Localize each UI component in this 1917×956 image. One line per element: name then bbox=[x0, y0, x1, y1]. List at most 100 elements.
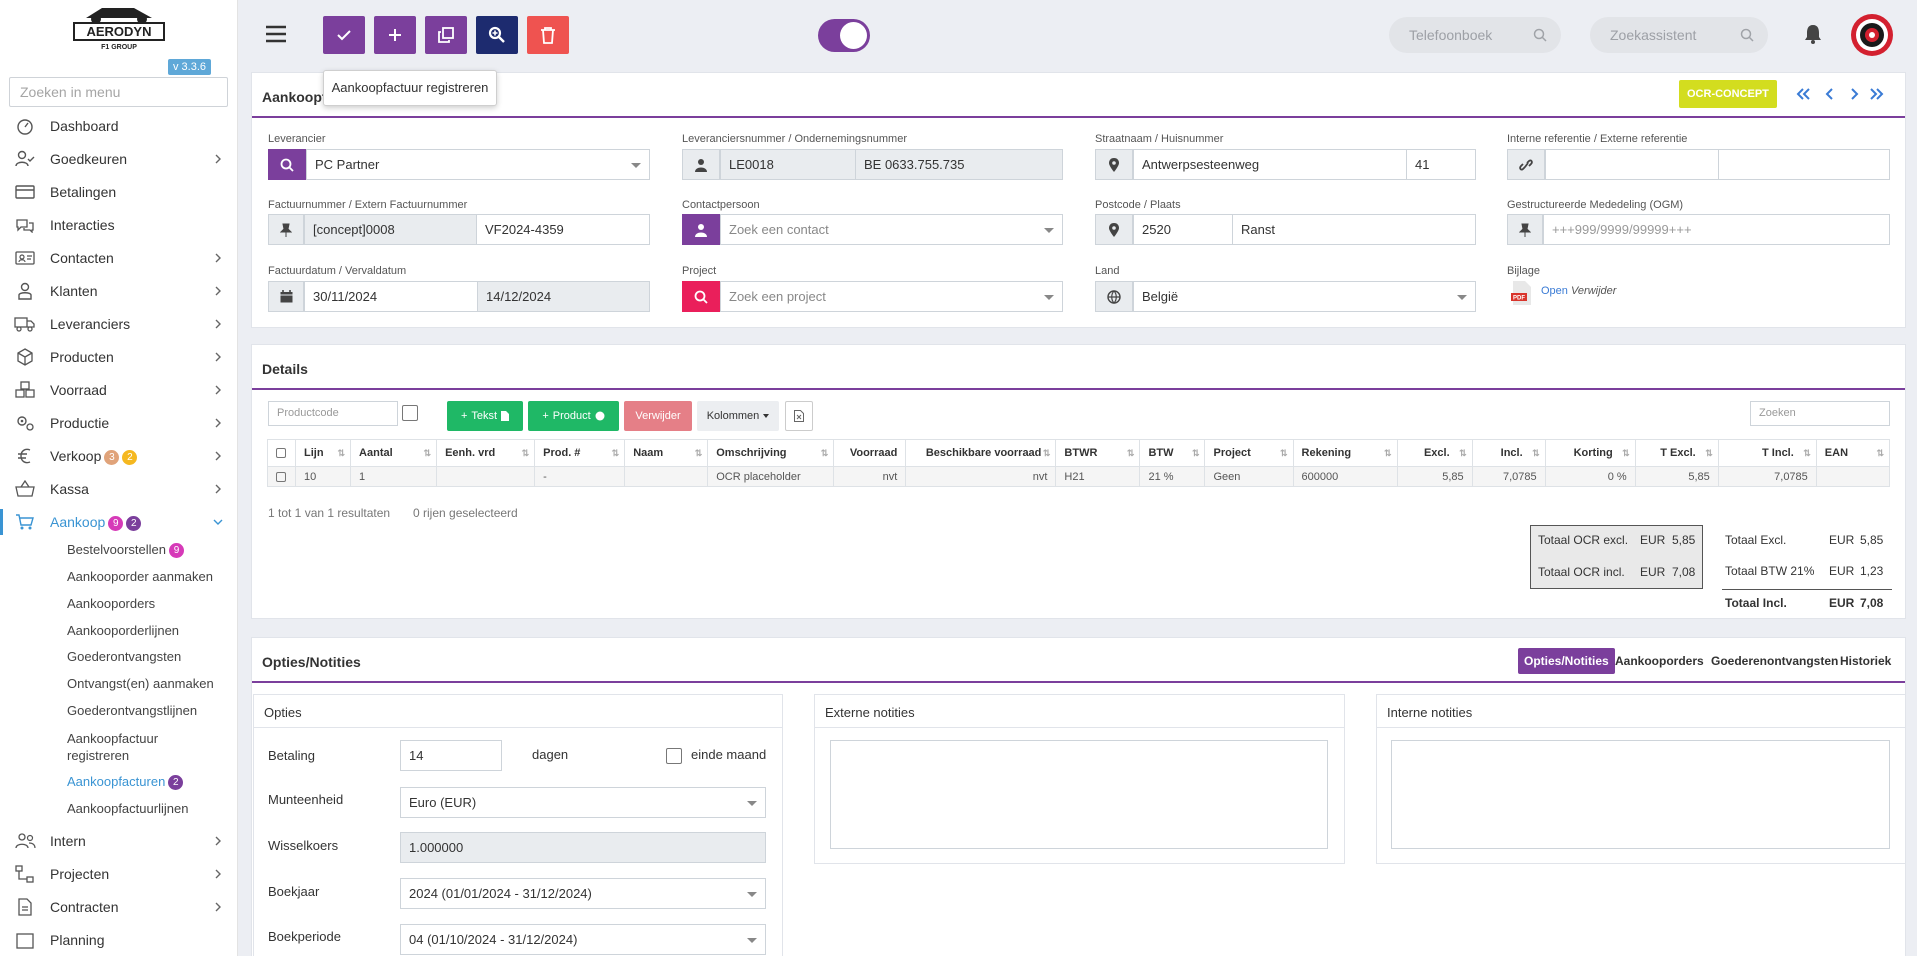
productcode-checkbox[interactable] bbox=[402, 405, 418, 421]
sidebar-item-betalingen[interactable]: Betalingen bbox=[0, 179, 237, 205]
currency-select[interactable]: Euro (EUR) bbox=[400, 787, 766, 818]
submenu-aankoopfacturen[interactable]: Aankoopfacturen 2 bbox=[67, 774, 184, 790]
submenu-ontvangsten-aanmaken[interactable]: Ontvangst(en) aanmaken bbox=[67, 676, 214, 691]
invoice-date-field[interactable]: 30/11/2024 bbox=[304, 281, 478, 312]
column-header[interactable]: Naam ⇅ bbox=[624, 439, 709, 467]
column-header[interactable]: Korting ⇅ bbox=[1544, 439, 1636, 467]
external-reference-field[interactable] bbox=[1718, 149, 1890, 180]
tab-aankooporders[interactable]: Aankooporders bbox=[1615, 654, 1704, 668]
productcode-input[interactable]: Productcode bbox=[268, 401, 398, 426]
sidebar-item-kassa[interactable]: Kassa bbox=[0, 476, 237, 502]
column-header[interactable]: Eenh. vrd ⇅ bbox=[436, 439, 536, 467]
add-button[interactable] bbox=[374, 16, 416, 54]
assistant-search-input[interactable]: Zoekassistent bbox=[1590, 17, 1768, 53]
add-text-button[interactable]: + Tekst bbox=[447, 401, 523, 431]
sidebar-item-productie[interactable]: Productie bbox=[0, 410, 237, 436]
tab-opties-notities[interactable]: Opties/Notities bbox=[1518, 648, 1615, 674]
contact-select[interactable]: Zoek een contact bbox=[720, 214, 1063, 245]
first-record-icon[interactable] bbox=[1795, 86, 1811, 105]
submenu-aankoopfactuurlijnen[interactable]: Aankoopfactuurlijnen bbox=[67, 801, 189, 816]
sidebar-item-planning[interactable]: Planning bbox=[0, 927, 237, 953]
last-record-icon[interactable] bbox=[1869, 86, 1885, 105]
ogm-field[interactable]: +++999/9999/99999+++ bbox=[1543, 214, 1890, 245]
sidebar-item-dashboard[interactable]: Dashboard bbox=[0, 113, 237, 139]
project-select[interactable]: Zoek een project bbox=[720, 281, 1063, 312]
due-date-field[interactable]: 14/12/2024 bbox=[477, 281, 650, 312]
bell-icon[interactable] bbox=[1803, 23, 1823, 48]
add-product-button[interactable]: + Product bbox=[528, 401, 619, 431]
hamburger-menu-icon[interactable] bbox=[264, 24, 288, 44]
submenu-goederontvangstlijnen[interactable]: Goederontvangstlijnen bbox=[67, 703, 198, 718]
attachment-remove-link[interactable]: Verwijder bbox=[1571, 285, 1617, 297]
avatar[interactable] bbox=[1850, 13, 1894, 60]
external-invoice-number-field[interactable]: VF2024-4359 bbox=[476, 214, 650, 245]
supplier-search-button[interactable] bbox=[268, 149, 306, 180]
tab-historiek[interactable]: Historiek bbox=[1840, 654, 1892, 668]
internal-reference-field[interactable] bbox=[1545, 149, 1719, 180]
column-header[interactable]: Omschrijving ⇅ bbox=[707, 439, 835, 467]
sidebar-item-contacten[interactable]: Contacten bbox=[0, 245, 237, 271]
sidebar-item-goedkeuren[interactable]: Goedkeuren bbox=[0, 146, 237, 172]
supplier-select[interactable]: PC Partner bbox=[306, 149, 650, 180]
table-search-input[interactable]: Zoeken bbox=[1750, 401, 1890, 426]
column-header[interactable]: Beschikbare voorraad ⇅ bbox=[905, 439, 1057, 467]
column-header[interactable]: Project ⇅ bbox=[1204, 439, 1294, 467]
previous-record-icon[interactable] bbox=[1824, 86, 1836, 105]
column-header[interactable]: Incl. ⇅ bbox=[1471, 439, 1546, 467]
column-header[interactable]: EAN ⇅ bbox=[1815, 439, 1891, 467]
postcode-field[interactable]: 2520 bbox=[1133, 214, 1233, 245]
next-record-icon[interactable] bbox=[1848, 86, 1860, 105]
column-header[interactable]: BTW ⇅ bbox=[1139, 439, 1206, 467]
remove-button[interactable]: Verwijder bbox=[624, 401, 692, 431]
sidebar-item-producten[interactable]: Producten bbox=[0, 344, 237, 370]
sidebar-item-contracten[interactable]: Contracten bbox=[0, 894, 237, 920]
sidebar-item-verkoop[interactable]: Verkoop 3 2 bbox=[0, 443, 237, 469]
submenu-aankooporders[interactable]: Aankooporders bbox=[67, 596, 156, 611]
tab-goederenontvangsten[interactable]: Goederenontvangsten bbox=[1711, 654, 1839, 668]
fiscal-period-select[interactable]: 04 (01/10/2024 - 31/12/2024) bbox=[400, 924, 766, 955]
row-checkbox[interactable] bbox=[276, 471, 286, 482]
sidebar-item-projecten[interactable]: Projecten bbox=[0, 861, 237, 887]
attachment-open-link[interactable]: Open bbox=[1541, 285, 1568, 297]
submenu-aankoopfactuur-registreren[interactable]: Aankoopfactuur registreren bbox=[67, 731, 159, 763]
country-select[interactable]: België bbox=[1133, 281, 1476, 312]
delete-button[interactable] bbox=[527, 16, 569, 54]
payment-days-field[interactable]: 14 bbox=[400, 740, 502, 771]
supplier-number-field[interactable]: LE0018 bbox=[720, 149, 856, 180]
select-all-checkbox[interactable] bbox=[276, 448, 286, 459]
mode-toggle[interactable] bbox=[818, 19, 870, 52]
select-all-header[interactable] bbox=[266, 439, 297, 467]
company-number-field[interactable]: BE 0633.755.735 bbox=[855, 149, 1063, 180]
submenu-aankooporderlijnen[interactable]: Aankooporderlijnen bbox=[67, 623, 180, 638]
fiscal-year-select[interactable]: 2024 (01/01/2024 - 31/12/2024) bbox=[400, 878, 766, 909]
column-header[interactable]: BTWR ⇅ bbox=[1055, 439, 1141, 467]
column-header[interactable]: Lijn ⇅ bbox=[295, 439, 352, 467]
project-search-button[interactable] bbox=[682, 281, 720, 312]
table-row[interactable]: 10 1 - OCR placeholder nvt nvt H21 21 % … bbox=[266, 466, 1891, 487]
invoice-number-field[interactable]: [concept]0008 bbox=[304, 214, 477, 245]
column-header[interactable]: T Incl. ⇅ bbox=[1717, 439, 1817, 467]
sidebar-item-aankoop[interactable]: Aankoop 9 2 bbox=[0, 509, 237, 535]
column-header[interactable]: Excl. ⇅ bbox=[1396, 439, 1473, 467]
sidebar-item-leveranciers[interactable]: Leveranciers bbox=[0, 311, 237, 337]
column-header[interactable]: T Excl. ⇅ bbox=[1634, 439, 1719, 467]
columns-dropdown-button[interactable]: Kolommen bbox=[697, 401, 779, 431]
register-button[interactable] bbox=[323, 16, 365, 54]
submenu-goederontvangsten[interactable]: Goederontvangsten bbox=[67, 649, 182, 664]
contact-button[interactable] bbox=[682, 214, 720, 245]
internal-notes-textarea[interactable] bbox=[1391, 740, 1890, 849]
street-field[interactable]: Antwerpsesteenweg bbox=[1133, 149, 1407, 180]
aerodyn-logo[interactable]: AERODYN F1 GROUP bbox=[72, 4, 166, 54]
column-header[interactable]: Voorraad bbox=[833, 439, 907, 467]
sidebar-item-klanten[interactable]: Klanten bbox=[0, 278, 237, 304]
column-header[interactable]: Aantal ⇅ bbox=[350, 439, 438, 467]
search-zoom-button[interactable] bbox=[476, 16, 518, 54]
exchange-rate-field[interactable]: 1.000000 bbox=[400, 832, 766, 863]
external-notes-textarea[interactable] bbox=[830, 740, 1328, 849]
row-select[interactable] bbox=[266, 466, 297, 487]
export-excel-button[interactable] bbox=[785, 401, 813, 431]
city-field[interactable]: Ranst bbox=[1232, 214, 1476, 245]
column-header[interactable]: Prod. # ⇅ bbox=[534, 439, 626, 467]
submenu-aankooporder-aanmaken[interactable]: Aankooporder aanmaken bbox=[67, 569, 213, 584]
house-number-field[interactable]: 41 bbox=[1406, 149, 1476, 180]
